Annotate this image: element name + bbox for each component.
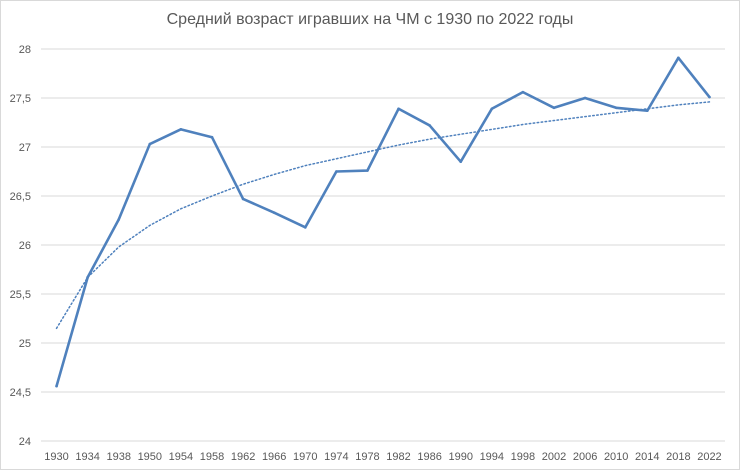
x-tick-label: 1998 xyxy=(511,451,535,463)
data-point xyxy=(397,107,400,111)
data-point xyxy=(459,160,463,163)
y-tick-label: 27 xyxy=(19,142,31,154)
data-point xyxy=(303,226,307,229)
y-tick-label: 25,5 xyxy=(10,289,31,301)
data-point xyxy=(614,106,618,110)
data-point xyxy=(552,106,556,110)
x-tick-label: 1966 xyxy=(262,451,286,463)
x-tick-label: 2006 xyxy=(573,451,597,463)
data-point xyxy=(708,95,711,99)
y-tick-label: 24,5 xyxy=(10,387,31,399)
y-tick-label: 28 xyxy=(19,44,31,56)
y-tick-label: 26 xyxy=(19,240,31,252)
x-tick-label: 2010 xyxy=(604,451,628,463)
y-tick-label: 26,5 xyxy=(10,191,31,203)
x-tick-label: 1982 xyxy=(386,451,410,463)
x-tick-label: 1934 xyxy=(75,451,99,463)
data-point xyxy=(490,107,494,111)
y-tick-label: 24 xyxy=(19,436,31,448)
data-point xyxy=(335,170,338,173)
x-tick-label: 1954 xyxy=(169,451,193,463)
x-tick-label: 1938 xyxy=(106,451,130,463)
x-tick-label: 1930 xyxy=(44,451,68,463)
data-point xyxy=(55,384,58,388)
x-tick-label: 1978 xyxy=(355,451,379,463)
data-point xyxy=(645,109,649,113)
data-point xyxy=(86,276,89,279)
x-tick-label: 1970 xyxy=(293,451,317,463)
trendline xyxy=(55,101,711,330)
x-tick-label: 1958 xyxy=(200,451,224,463)
x-tick-label: 1994 xyxy=(480,451,504,463)
data-point xyxy=(428,124,431,127)
x-tick-label: 2022 xyxy=(697,451,721,463)
data-point xyxy=(677,56,680,60)
x-tick-label: 1990 xyxy=(448,451,472,463)
y-tick-label: 25 xyxy=(19,338,31,350)
x-tick-label: 2014 xyxy=(635,451,659,463)
data-point xyxy=(272,211,276,214)
x-tick-label: 2018 xyxy=(666,451,690,463)
data-point xyxy=(148,142,152,146)
data-point xyxy=(241,197,245,201)
y-tick-label: 27,5 xyxy=(10,93,31,105)
data-point xyxy=(583,96,587,100)
chart-title: Средний возраст игравших на ЧМ с 1930 по… xyxy=(166,11,574,28)
x-tick-label: 1962 xyxy=(231,451,255,463)
x-tick-label: 1950 xyxy=(138,451,162,463)
data-point xyxy=(179,128,183,131)
x-tick-label: 1986 xyxy=(417,451,441,463)
x-tick-label: 1974 xyxy=(324,451,348,463)
series-line xyxy=(55,56,711,388)
data-point xyxy=(210,135,214,139)
x-tick-label: 2002 xyxy=(542,451,566,463)
data-point xyxy=(366,169,369,172)
data-point xyxy=(117,218,121,221)
data-point xyxy=(521,90,525,94)
